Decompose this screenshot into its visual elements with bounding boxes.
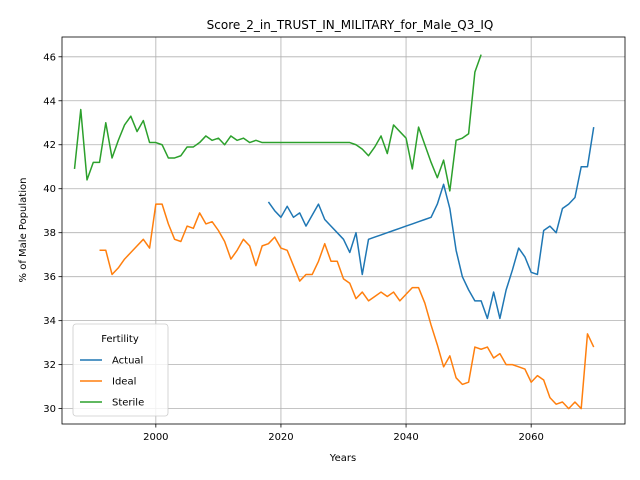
- y-axis-label: % of Male Population: [18, 178, 29, 283]
- legend-label-actual: Actual: [112, 356, 143, 367]
- y-tick-label: 46: [43, 52, 56, 63]
- y-tick-label: 42: [43, 140, 56, 151]
- y-tick-label: 34: [43, 316, 56, 327]
- series-line-actual: [267, 127, 595, 320]
- y-tick-label: 30: [43, 404, 56, 415]
- y-tick-label: 40: [43, 184, 56, 195]
- series-line-sterile: [73, 54, 482, 192]
- legend-label-ideal: Ideal: [112, 377, 136, 388]
- chart-title: Score_2_in_TRUST_IN_MILITARY_for_Male_Q3…: [207, 18, 494, 32]
- x-axis-label: Years: [329, 453, 356, 464]
- legend: Fertility Actual Ideal Sterile: [72, 323, 169, 417]
- y-tick-label: 32: [43, 360, 56, 371]
- x-tick-label: 2040: [393, 432, 418, 443]
- y-axis-ticks: 30 32 34 36 38 40 42 44 46: [43, 52, 62, 415]
- legend-box: [72, 323, 169, 417]
- legend-title: Fertility: [101, 334, 139, 345]
- legend-label-sterile: Sterile: [112, 398, 144, 409]
- series-lines: [73, 54, 595, 410]
- x-tick-label: 2020: [268, 432, 293, 443]
- y-tick-label: 38: [43, 228, 56, 239]
- x-tick-label: 2060: [518, 432, 543, 443]
- y-tick-label: 36: [43, 272, 56, 283]
- y-tick-label: 44: [43, 96, 56, 107]
- plot-frame: [61, 36, 626, 425]
- x-axis-ticks: 2000 2020 2040 2060: [143, 424, 544, 443]
- series-line-ideal: [99, 203, 595, 410]
- x-tick-label: 2000: [143, 432, 168, 443]
